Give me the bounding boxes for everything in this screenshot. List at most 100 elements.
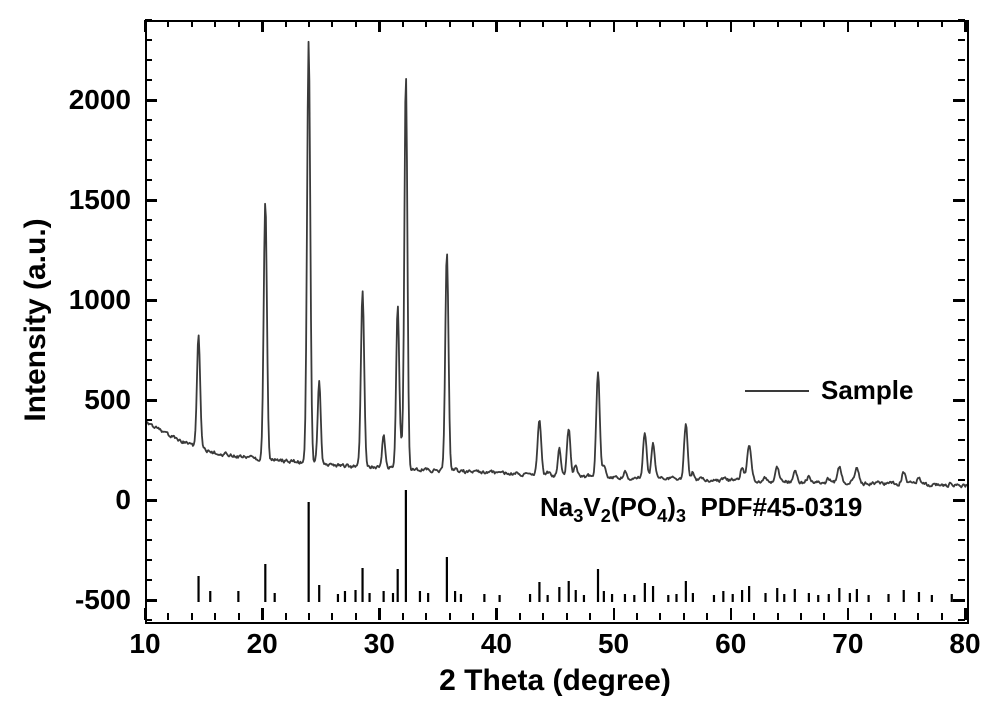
x-tick-label: 20: [247, 628, 278, 660]
y-tick-minor: [958, 339, 965, 341]
x-tick-minor: [355, 20, 357, 27]
x-tick-minor: [941, 613, 943, 620]
y-tick-minor: [145, 119, 152, 121]
legend-label: Sample: [821, 375, 914, 406]
x-tick-minor: [636, 613, 638, 620]
y-tick-major: [145, 599, 157, 602]
x-tick-minor: [425, 20, 427, 27]
x-tick-minor: [683, 613, 685, 620]
y-tick-minor: [145, 139, 152, 141]
y-tick-minor: [958, 519, 965, 521]
x-axis-title: 2 Theta (degree): [439, 664, 671, 698]
x-tick-minor: [449, 613, 451, 620]
x-tick-minor: [800, 20, 802, 27]
x-tick-minor: [425, 613, 427, 620]
x-tick-minor: [331, 613, 333, 620]
x-tick-minor: [449, 20, 451, 27]
x-tick-minor: [636, 20, 638, 27]
x-tick-major: [847, 20, 850, 32]
x-tick-minor: [941, 20, 943, 27]
x-tick-minor: [167, 20, 169, 27]
y-tick-minor: [958, 39, 965, 41]
x-tick-minor: [331, 20, 333, 27]
x-tick-minor: [753, 20, 755, 27]
x-tick-minor: [823, 20, 825, 27]
x-tick-minor: [870, 20, 872, 27]
x-tick-label: 50: [598, 628, 629, 660]
y-tick-minor: [958, 139, 965, 141]
y-tick-minor: [145, 519, 152, 521]
x-tick-minor: [191, 20, 193, 27]
x-tick-minor: [238, 20, 240, 27]
y-tick-label: 2000: [0, 84, 131, 116]
x-tick-minor: [659, 613, 661, 620]
x-tick-minor: [308, 613, 310, 620]
x-tick-minor: [683, 20, 685, 27]
x-tick-minor: [285, 613, 287, 620]
x-tick-label: 10: [129, 628, 160, 660]
x-tick-major: [613, 20, 616, 32]
x-tick-minor: [823, 613, 825, 620]
x-tick-minor: [894, 20, 896, 27]
x-tick-minor: [706, 613, 708, 620]
y-tick-minor: [958, 359, 965, 361]
y-tick-minor: [958, 459, 965, 461]
x-tick-minor: [167, 613, 169, 620]
x-tick-minor: [894, 613, 896, 620]
x-tick-minor: [542, 20, 544, 27]
x-tick-minor: [191, 613, 193, 620]
x-tick-major: [378, 608, 381, 620]
y-tick-minor: [145, 339, 152, 341]
x-tick-minor: [308, 20, 310, 27]
y-tick-minor: [958, 479, 965, 481]
x-tick-minor: [800, 613, 802, 620]
x-tick-label: 30: [364, 628, 395, 660]
x-tick-minor: [659, 20, 661, 27]
x-tick-major: [144, 20, 147, 32]
y-tick-minor: [958, 79, 965, 81]
sample-curve: [147, 42, 967, 488]
y-tick-minor: [958, 419, 965, 421]
y-tick-minor: [958, 319, 965, 321]
y-tick-minor: [145, 379, 152, 381]
y-tick-minor: [145, 39, 152, 41]
y-tick-minor: [958, 559, 965, 561]
y-tick-label: 500: [0, 384, 131, 416]
x-tick-minor: [472, 20, 474, 27]
x-tick-major: [964, 608, 967, 620]
legend: Sample: [745, 375, 914, 406]
y-tick-minor: [958, 379, 965, 381]
y-tick-minor: [145, 419, 152, 421]
x-tick-minor: [238, 613, 240, 620]
x-tick-minor: [519, 20, 521, 27]
y-tick-minor: [145, 79, 152, 81]
x-tick-minor: [706, 20, 708, 27]
x-tick-major: [495, 608, 498, 620]
x-tick-minor: [566, 613, 568, 620]
y-tick-major: [145, 99, 157, 102]
y-tick-minor: [145, 179, 152, 181]
x-tick-label: 40: [481, 628, 512, 660]
y-tick-minor: [958, 219, 965, 221]
x-tick-major: [730, 20, 733, 32]
y-tick-minor: [145, 159, 152, 161]
y-tick-minor: [145, 459, 152, 461]
y-tick-major: [145, 499, 157, 502]
y-tick-minor: [145, 359, 152, 361]
y-tick-minor: [958, 259, 965, 261]
x-tick-minor: [285, 20, 287, 27]
y-tick-minor: [958, 439, 965, 441]
x-tick-minor: [214, 20, 216, 27]
y-tick-minor: [145, 559, 152, 561]
reference-pattern-label: Na3V2(PO4)3 PDF#45-0319: [540, 492, 862, 527]
y-tick-label: 1000: [0, 284, 131, 316]
x-tick-minor: [519, 613, 521, 620]
y-tick-major: [145, 399, 157, 402]
y-tick-label: -500: [0, 584, 131, 616]
x-tick-major: [613, 608, 616, 620]
y-tick-minor: [958, 279, 965, 281]
y-tick-minor: [958, 159, 965, 161]
x-tick-minor: [472, 613, 474, 620]
legend-line: [745, 390, 809, 392]
x-tick-minor: [402, 20, 404, 27]
